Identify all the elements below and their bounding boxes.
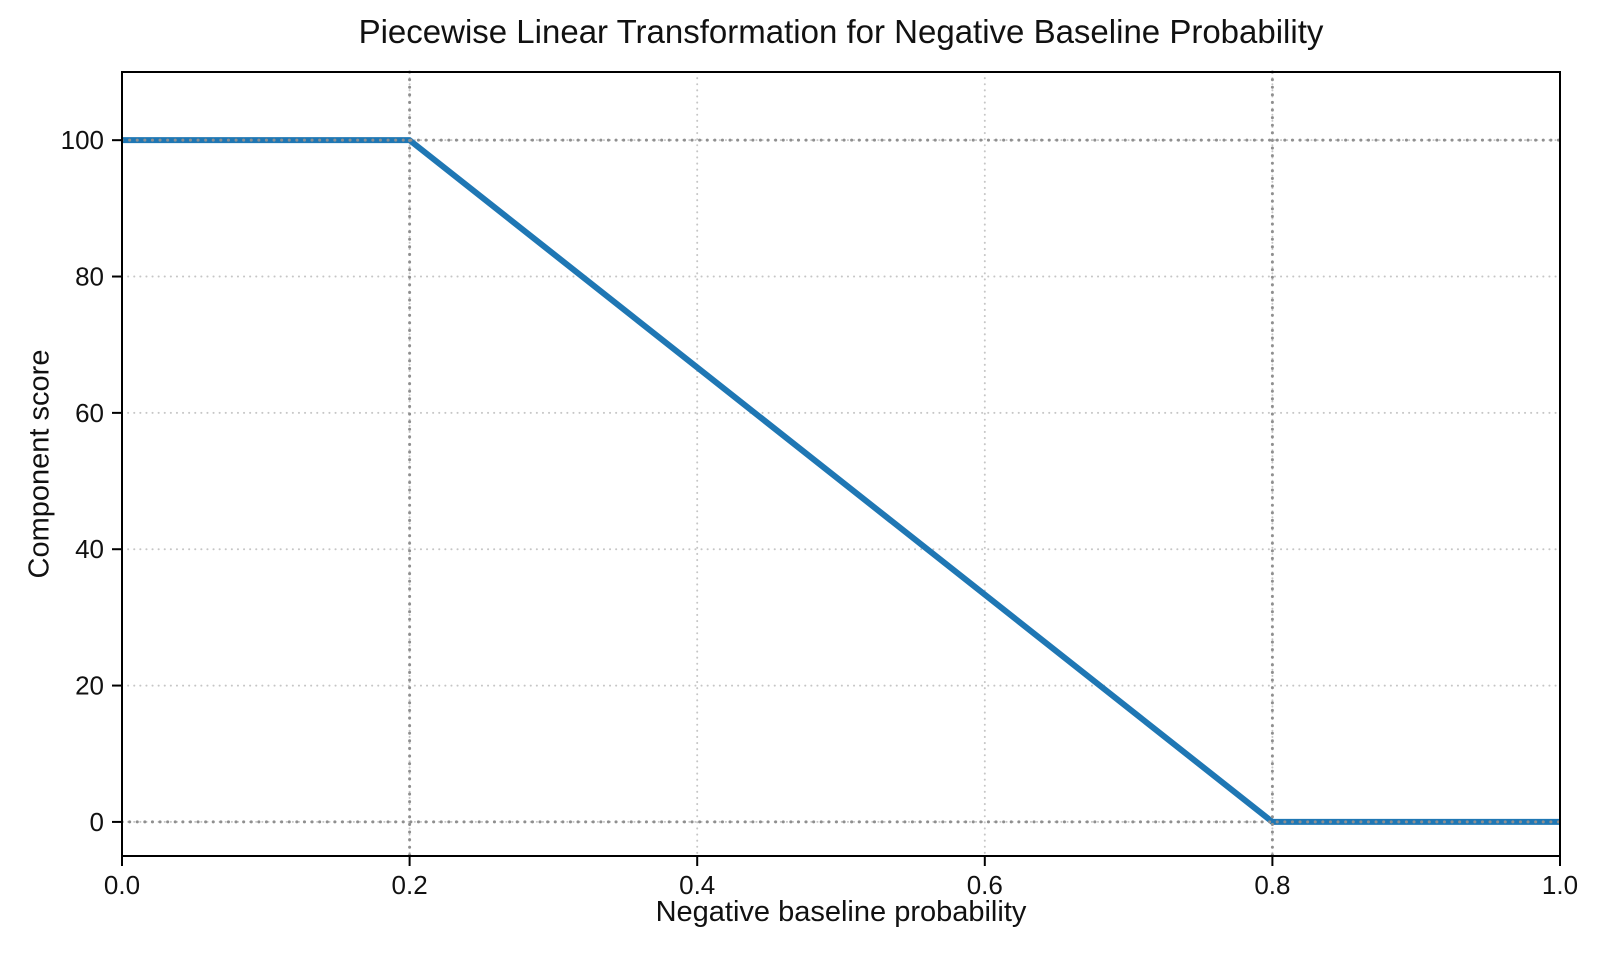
y-tick-label: 80 bbox=[75, 262, 104, 292]
y-tick-label: 20 bbox=[75, 671, 104, 701]
series-line bbox=[122, 137, 1560, 825]
y-tick-label: 100 bbox=[61, 125, 104, 155]
chart-title: Piecewise Linear Transformation for Nega… bbox=[358, 13, 1324, 50]
y-axis-label: Component score bbox=[23, 349, 56, 579]
x-tick-label: 0.2 bbox=[392, 870, 428, 900]
y-tick-label: 0 bbox=[90, 807, 104, 837]
axes-frame bbox=[121, 71, 1561, 857]
x-tick-label: 0.6 bbox=[967, 870, 1003, 900]
x-tick-label: 0.0 bbox=[104, 870, 140, 900]
x-tick-label: 0.8 bbox=[1254, 870, 1290, 900]
y-tick-label: 40 bbox=[75, 534, 104, 564]
x-tick-label: 0.4 bbox=[679, 870, 715, 900]
x-tick-label: 1.0 bbox=[1542, 870, 1578, 900]
y-tick-label: 60 bbox=[75, 398, 104, 428]
x-axis-label: Negative baseline probability bbox=[655, 896, 1027, 928]
